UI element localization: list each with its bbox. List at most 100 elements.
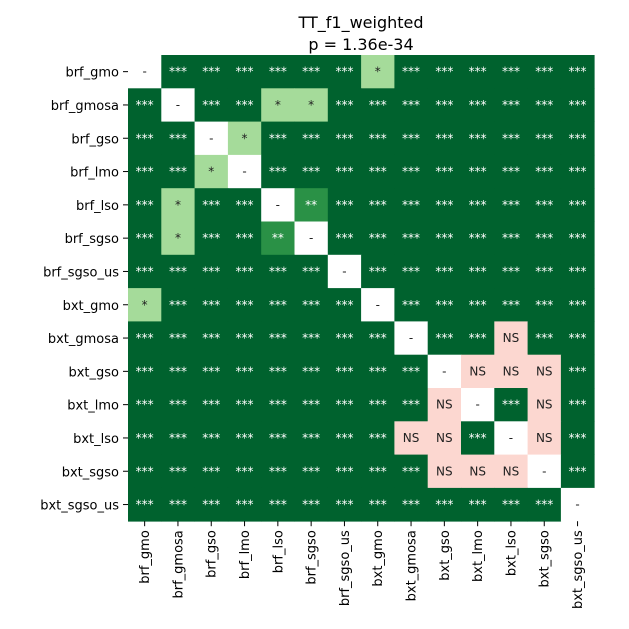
heatmap-cell [527, 388, 562, 422]
cell-annotation: * [308, 98, 314, 112]
cell-annotation: *** [435, 231, 453, 245]
cell-annotation: *** [435, 298, 453, 312]
heatmap-cell [261, 321, 295, 356]
cell-annotation: *** [169, 131, 187, 145]
heatmap-cell [194, 254, 229, 289]
heatmap-cell [361, 454, 395, 489]
heatmap-cell [128, 88, 162, 122]
heatmap-cell [461, 55, 495, 89]
heatmap-cell [128, 55, 162, 89]
cell-annotation: *** [369, 398, 387, 412]
cell-annotation: *** [569, 198, 587, 212]
heatmap-cell [327, 454, 362, 489]
heatmap-cell [227, 254, 262, 289]
cell-annotation: *** [569, 331, 587, 345]
cell-annotation: *** [369, 198, 387, 212]
cell-annotation: *** [402, 231, 420, 245]
cell-annotation: *** [335, 198, 353, 212]
heatmap-cell [161, 354, 195, 389]
cell-annotation: *** [569, 298, 587, 312]
cell-annotation: *** [502, 264, 520, 278]
heatmap-cell [327, 421, 362, 455]
y-tick-label: brf_gmo [65, 66, 119, 81]
cell-annotation: *** [302, 298, 320, 312]
cell-annotation: *** [535, 198, 553, 212]
cell-annotation: *** [136, 464, 154, 478]
cell-annotation: *** [335, 364, 353, 378]
heatmap-cell [361, 221, 395, 256]
heatmap-cell [294, 154, 329, 189]
cell-annotation: *** [402, 464, 420, 478]
cell-annotation: *** [402, 498, 420, 512]
cell-annotation: *** [502, 298, 520, 312]
cell-annotation: *** [169, 165, 187, 179]
x-tick-label: brf_lmo [238, 530, 253, 579]
cell-annotation: *** [469, 165, 487, 179]
cell-annotation: *** [569, 364, 587, 378]
cell-annotation: *** [136, 498, 154, 512]
x-tick-label: brf_gso [205, 530, 220, 578]
cell-annotation: *** [469, 298, 487, 312]
heatmap-cell [161, 254, 195, 289]
cell-annotation: *** [402, 364, 420, 378]
heatmap-cell [461, 88, 495, 122]
cell-annotation: *** [335, 398, 353, 412]
cell-annotation: - [409, 331, 413, 345]
x-tick-labels: brf_gmo brf_gmosa brf_gso brf_lmo brf_lso brf… [138, 521, 586, 609]
heatmap-cell [461, 288, 495, 322]
x-tick-label: bxt_lso [504, 530, 519, 576]
y-tick-label: brf_gmosa [51, 99, 119, 114]
heatmap-cell [461, 487, 495, 522]
cell-annotation: *** [202, 65, 220, 79]
cell-annotation: *** [236, 464, 254, 478]
cell-annotation: *** [236, 331, 254, 345]
cell-annotation: *** [502, 398, 520, 412]
y-tick-label: brf_lso [76, 199, 119, 214]
heatmap-cell [294, 321, 329, 356]
cell-annotation: *** [469, 231, 487, 245]
cell-annotation: *** [335, 98, 353, 112]
cell-annotation: *** [335, 464, 353, 478]
x-tick-label: bxt_gmo [371, 530, 386, 586]
cell-annotation: *** [569, 398, 587, 412]
heatmap-cell [161, 221, 195, 256]
heatmap-cell [560, 454, 595, 489]
heatmap-cell [394, 388, 429, 422]
heatmap-cell [361, 88, 395, 122]
cell-annotation: *** [569, 431, 587, 445]
heatmap-cell [427, 88, 462, 122]
cell-annotation: *** [236, 498, 254, 512]
heatmap-cell [494, 288, 528, 322]
heatmap-cell [361, 288, 395, 322]
cell-annotation: *** [136, 364, 154, 378]
heatmap-cell [128, 421, 162, 455]
cell-annotation: *** [435, 131, 453, 145]
cell-annotation: *** [402, 131, 420, 145]
heatmap-cell [427, 221, 462, 256]
cell-annotation: *** [136, 198, 154, 212]
cell-annotation: *** [202, 198, 220, 212]
heatmap-cell [427, 55, 462, 89]
heatmap-cells: - *** *** *** *** *** *** * *** *** *** *** *** *****… [128, 55, 595, 522]
cell-annotation: *** [535, 498, 553, 512]
cell-annotation: *** [369, 98, 387, 112]
heatmap-cell [128, 188, 162, 222]
cell-annotation: - [142, 65, 146, 79]
heatmap-cell [294, 254, 329, 289]
heatmap-cell [527, 55, 562, 89]
y-tick-label: brf_sgso [65, 232, 119, 247]
cell-annotation: *** [302, 431, 320, 445]
cell-annotation: *** [169, 464, 187, 478]
cell-annotation: *** [535, 231, 553, 245]
heatmap-cell [194, 321, 229, 356]
heatmap-cell [294, 88, 329, 122]
heatmap-cell [194, 188, 229, 222]
heatmap-cell [527, 321, 562, 356]
cell-annotation: *** [136, 131, 154, 145]
cell-annotation: *** [369, 131, 387, 145]
heatmap-cell [527, 354, 562, 389]
cell-annotation: *** [435, 198, 453, 212]
heatmap-cell [261, 154, 295, 189]
cell-annotation: *** [569, 165, 587, 179]
heatmap-cell [394, 354, 429, 389]
